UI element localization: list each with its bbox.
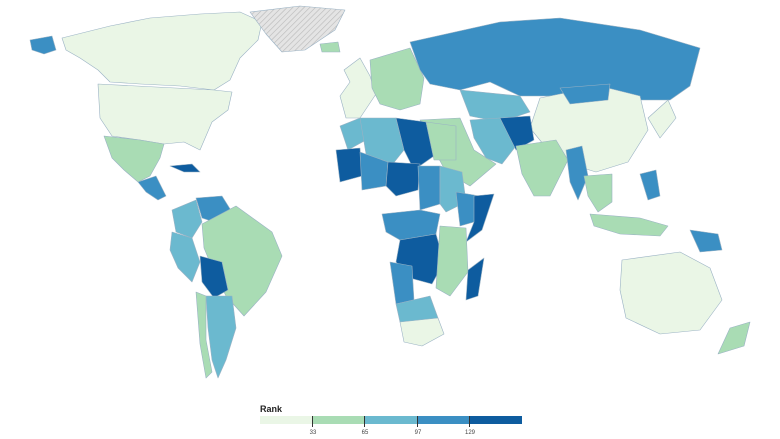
world-choropleth-map <box>29 5 751 379</box>
region-central-america <box>137 175 167 201</box>
region-southeast-asia <box>583 173 613 213</box>
region-indonesia <box>589 213 669 237</box>
legend-tick-label: 97 <box>414 430 422 436</box>
region-chad <box>417 165 441 211</box>
region-russia <box>409 17 701 107</box>
region-papua-new-guinea <box>689 229 723 253</box>
region-mongolia <box>559 83 611 105</box>
legend-swatch-3 <box>364 416 418 424</box>
region-mauritania <box>335 147 363 183</box>
region-japan <box>647 99 677 139</box>
region-australia <box>619 251 723 335</box>
region-cuba <box>169 163 201 173</box>
region-myanmar <box>565 145 589 201</box>
region-madagascar <box>465 257 485 301</box>
region-india <box>515 139 569 197</box>
region-chile <box>195 291 213 379</box>
region-eastern-europe <box>369 47 425 111</box>
legend-tick-mark <box>312 416 313 427</box>
region-alaska <box>29 35 57 55</box>
legend-tick-mark <box>364 416 365 427</box>
legend-tick-label: 129 <box>464 430 476 436</box>
region-libya <box>395 117 435 171</box>
region-niger <box>385 161 421 197</box>
region-afghanistan <box>499 115 535 151</box>
region-canada <box>61 11 263 91</box>
rank-legend: Rank 33 65 97 129 <box>260 404 523 436</box>
legend-tick-mark <box>469 416 470 427</box>
region-mexico <box>103 135 165 183</box>
legend-tick-label: 65 <box>361 430 369 436</box>
region-bolivia <box>199 255 229 299</box>
region-angola <box>389 261 415 305</box>
region-colombia <box>171 199 203 239</box>
legend-swatch-2 <box>312 416 365 424</box>
legend-color-bar <box>260 416 523 424</box>
region-philippines <box>639 169 661 201</box>
region-east-africa <box>435 225 469 297</box>
region-somalia <box>465 193 495 243</box>
legend-swatch-5 <box>469 416 523 424</box>
legend-title: Rank <box>260 404 283 414</box>
legend-tick-mark <box>417 416 418 427</box>
region-new-zealand <box>717 321 751 355</box>
region-egypt <box>425 121 457 161</box>
legend-swatch-4 <box>417 416 470 424</box>
legend-tick-label: 33 <box>309 430 317 436</box>
legend-ticks: 33 65 97 129 <box>260 416 522 436</box>
region-united-states <box>97 83 233 151</box>
region-greenland <box>249 5 346 53</box>
region-south-africa <box>399 317 445 347</box>
region-peru <box>169 231 201 283</box>
region-argentina <box>205 295 237 379</box>
region-iceland <box>319 41 341 53</box>
legend-swatch-1 <box>260 416 313 424</box>
